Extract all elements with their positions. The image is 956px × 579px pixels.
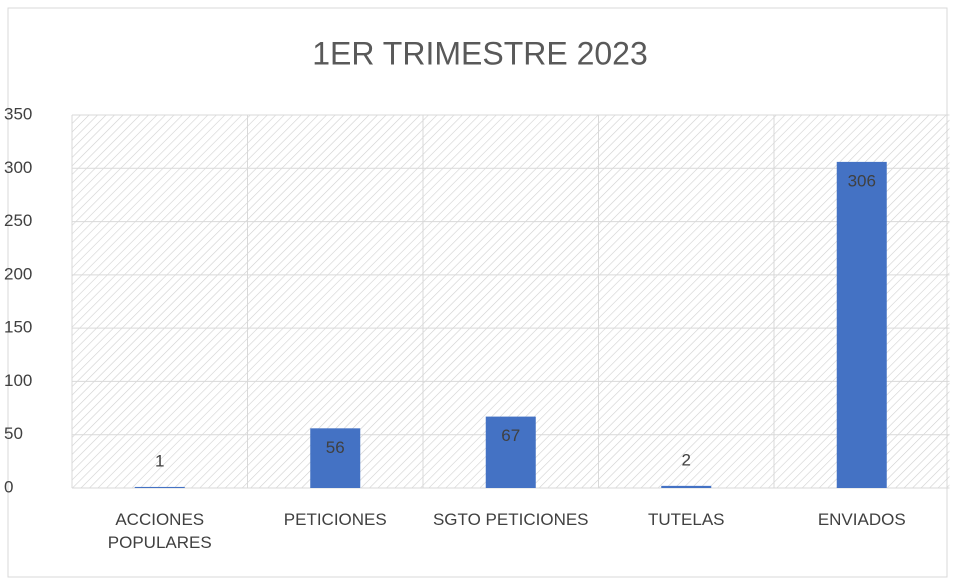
y-tick-label: 150 [4,318,32,337]
x-tick-label: TUTELAS [647,510,725,529]
y-tick-label: 350 [4,104,32,123]
data-label: 1 [155,451,164,470]
bar [310,428,361,488]
y-tick-label: 250 [4,211,32,230]
x-tick-label: SGTO PETICIONES [432,510,589,529]
y-tick-label: 200 [4,264,32,283]
bar [661,485,712,488]
x-tick-label: ENVIADOS [817,510,906,529]
y-tick-label: 100 [4,371,32,390]
data-label: 2 [682,450,691,469]
data-label: 56 [326,438,345,457]
y-tick-label: 0 [4,477,13,496]
data-label: 67 [501,426,520,445]
bar [836,161,887,489]
y-tick-label: 300 [4,158,32,177]
x-tick-label: PETICIONES [283,510,387,529]
y-tick-label: 50 [4,424,23,443]
bar [134,486,185,488]
data-label: 306 [848,171,876,190]
bar [485,416,536,488]
x-tick-label: ACCIONES POPULARES [107,510,212,552]
chart-title: 1ER TRIMESTRE 2023 [312,35,648,71]
